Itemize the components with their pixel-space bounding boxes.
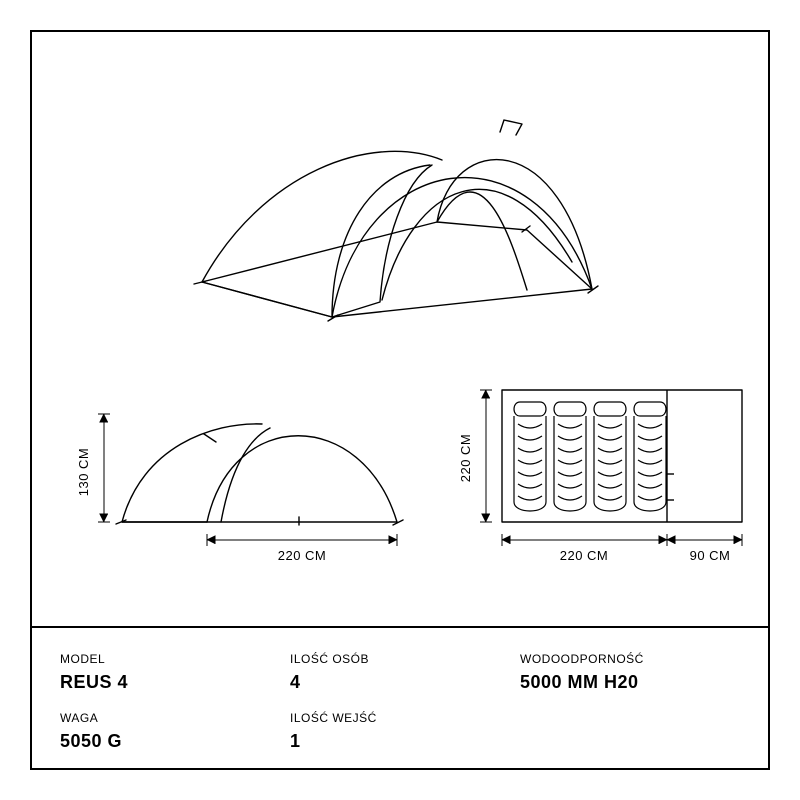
plan-height-label: 220 CM (458, 434, 473, 483)
spec-label: MODEL (60, 652, 280, 666)
plan-vestibule-width-label: 90 CM (690, 548, 731, 563)
spec-value: REUS 4 (60, 672, 280, 693)
side-width-label: 220 CM (278, 548, 327, 563)
spec-label: ILOŚĆ OSÓB (290, 652, 510, 666)
spec-label: ILOŚĆ WEJŚĆ (290, 711, 510, 725)
spec-value: 5000 MM H20 (520, 672, 740, 693)
tent-floor-plan: 220 CM 220 CM 90 CM (458, 390, 742, 563)
spec-value: 4 (290, 672, 510, 693)
tent-side-view: 130 CM 220 CM (76, 414, 403, 563)
drawings-area: 130 CM 220 CM (32, 32, 768, 626)
tent-perspective (194, 120, 598, 321)
spec-label: WAGA (60, 711, 280, 725)
tent-diagrams: 130 CM 220 CM (32, 32, 772, 592)
spec-weight: WAGA 5050 G (60, 711, 280, 752)
spec-value: 5050 G (60, 731, 280, 752)
spec-card: 130 CM 220 CM (30, 30, 770, 770)
plan-sleep-width-label: 220 CM (560, 548, 609, 563)
spec-persons: ILOŚĆ OSÓB 4 (290, 652, 510, 693)
spec-entries: ILOŚĆ WEJŚĆ 1 (290, 711, 510, 752)
specs-grid: MODEL REUS 4 ILOŚĆ OSÓB 4 WODOODPORNOŚĆ … (32, 626, 768, 768)
spec-label: WODOODPORNOŚĆ (520, 652, 740, 666)
spec-value: 1 (290, 731, 510, 752)
spec-model: MODEL REUS 4 (60, 652, 280, 693)
spec-waterproof: WODOODPORNOŚĆ 5000 MM H20 (520, 652, 740, 693)
sleeping-bags (514, 402, 666, 511)
side-height-label: 130 CM (76, 448, 91, 497)
